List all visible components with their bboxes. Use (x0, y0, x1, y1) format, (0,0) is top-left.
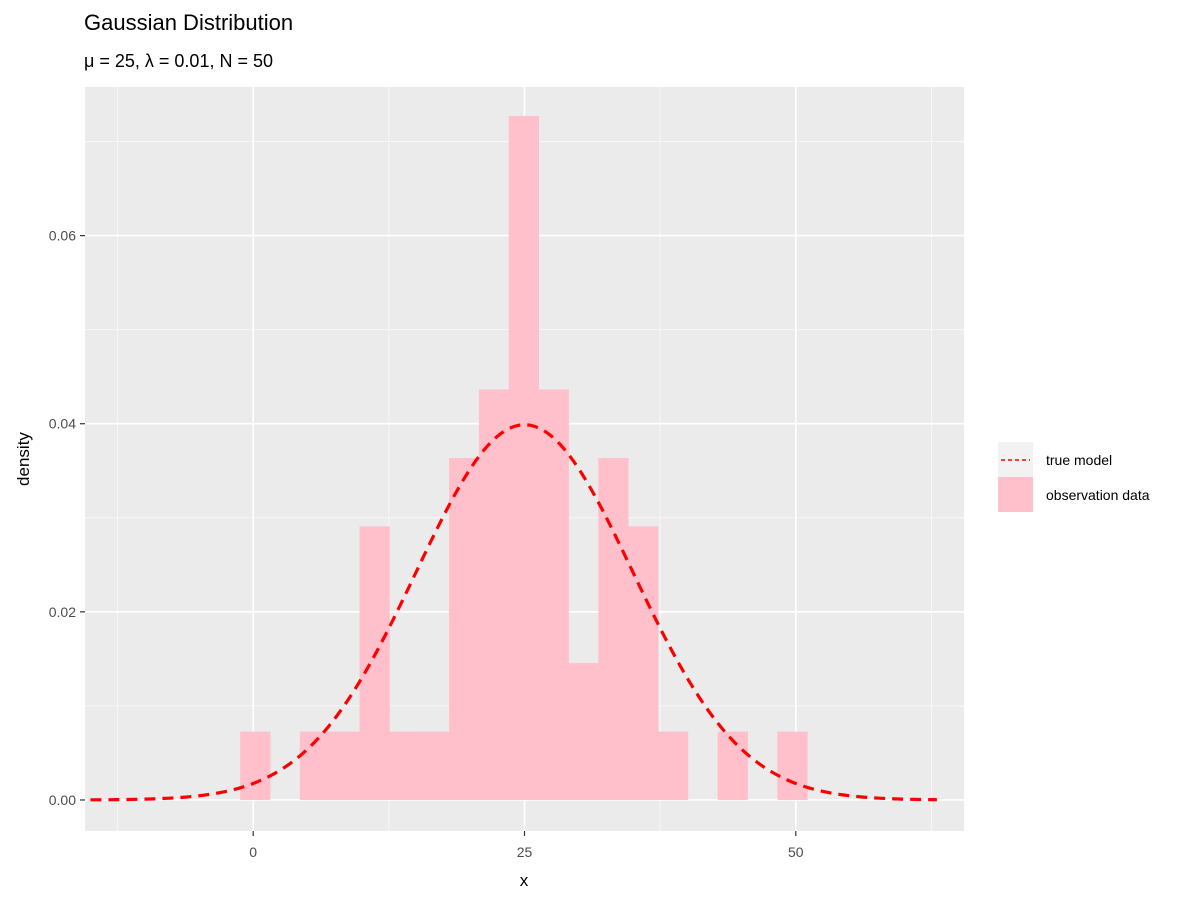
y-tick-label: 0.06 (49, 228, 76, 244)
x-axis: 0 25 50 (249, 831, 804, 860)
legend-label-observation-data: observation data (1046, 487, 1150, 503)
histogram-bar (478, 389, 510, 800)
chart-title: Gaussian Distribution (84, 10, 293, 35)
legend: true model observation data (998, 442, 1150, 512)
histogram-bar (538, 389, 569, 800)
y-tick-label: 0.00 (49, 792, 76, 808)
y-axis-title: density (14, 432, 33, 486)
x-tick-label: 0 (249, 844, 257, 860)
histogram-bar (657, 731, 689, 800)
histogram-bar (329, 731, 360, 800)
histogram-bar (777, 731, 808, 800)
histogram-bar (359, 526, 390, 800)
x-tick-label: 50 (788, 844, 804, 860)
legend-key-observation-data (998, 477, 1033, 512)
histogram-bar (419, 731, 450, 800)
y-tick-label: 0.02 (49, 604, 76, 620)
histogram-bar (598, 457, 629, 800)
histogram-bar (628, 526, 659, 800)
x-axis-title: x (520, 871, 529, 890)
histogram-bar (568, 663, 599, 800)
true-model-curve (90, 423, 937, 802)
chart-subtitle: μ = 25, λ = 0.01, N = 50 (84, 51, 273, 71)
y-tick-label: 0.04 (49, 416, 76, 432)
histogram-bar (240, 731, 271, 800)
histogram-bar (449, 457, 480, 800)
x-tick-label: 25 (517, 844, 533, 860)
histogram-bar (389, 731, 420, 800)
y-axis: 0.00 0.02 0.04 0.06 (49, 228, 85, 808)
histogram-bars (240, 115, 808, 800)
legend-label-true-model: true model (1046, 452, 1112, 468)
histogram-bar (717, 731, 748, 800)
histogram-bar (508, 115, 540, 800)
